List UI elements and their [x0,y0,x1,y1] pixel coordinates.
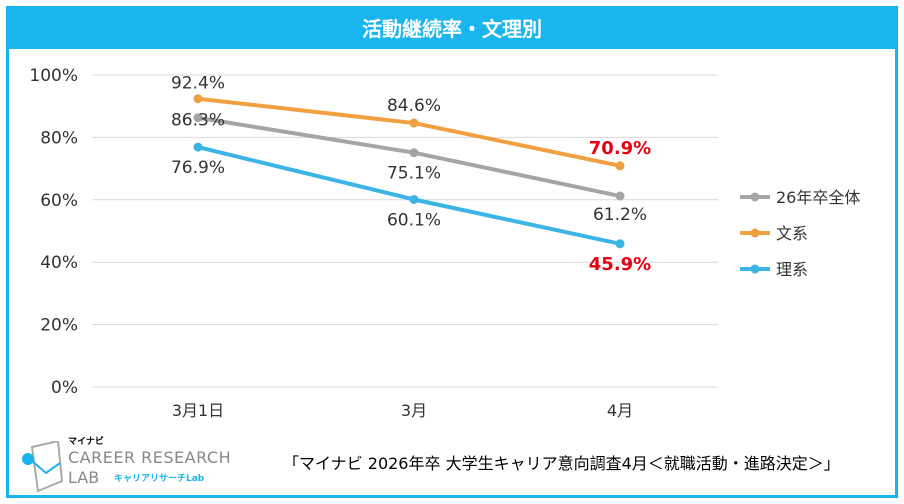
legend-marker [750,192,760,202]
series-line-0 [197,115,621,199]
legend-marker [750,228,760,238]
legend-marker [750,264,760,274]
logo-sub: キャリアリサーチLab [114,474,205,484]
x-tick-label: 3月 [401,401,427,420]
data-point [615,191,625,201]
logo-line2: LAB [68,468,100,487]
data-label: 76.9% [171,158,225,178]
logo-brand: マイナビ [68,437,104,447]
y-tick-label: 60% [40,191,78,211]
data-point [193,94,203,104]
y-tick-label: 20% [40,316,78,336]
data-label: 60.1% [387,210,441,230]
data-point [193,142,203,152]
data-label: 92.4% [171,74,225,94]
chart-frame: 活動継続率・文理別 [6,6,898,498]
data-point [409,194,419,204]
career-research-lab-logo: マイナビ CAREER RESEARCH LAB キャリアリサーチLab [18,437,238,495]
data-point [615,239,625,249]
source-note: 「マイナビ 2026年卒 大学生キャリア意向調査4月＜就職活動・進路決定＞」 [283,454,840,473]
cube-logo-icon [22,441,64,493]
logo-line1: CAREER RESEARCH [68,448,232,467]
y-tick-label: 0% [51,378,78,398]
data-label: 45.9% [589,254,651,275]
legend-label: 文系 [776,224,808,243]
data-label: 70.9% [589,138,651,159]
x-tick-label: 4月 [607,401,633,420]
y-tick-label: 100% [29,66,78,86]
y-tick-label: 40% [40,253,78,273]
legend-label: 26年卒全体 [776,188,860,207]
data-point [615,161,625,171]
y-tick-label: 80% [40,128,78,148]
chart-title: 活動継続率・文理別 [9,9,895,49]
data-label: 84.6% [387,96,441,116]
data-point [409,118,419,128]
data-label: 75.1% [387,164,441,184]
data-label: 61.2% [593,205,647,225]
data-label: 86.3% [171,111,225,131]
data-point [193,113,203,123]
legend-label: 理系 [776,260,808,279]
x-tick-label: 3月1日 [172,401,224,420]
data-point [409,148,419,158]
